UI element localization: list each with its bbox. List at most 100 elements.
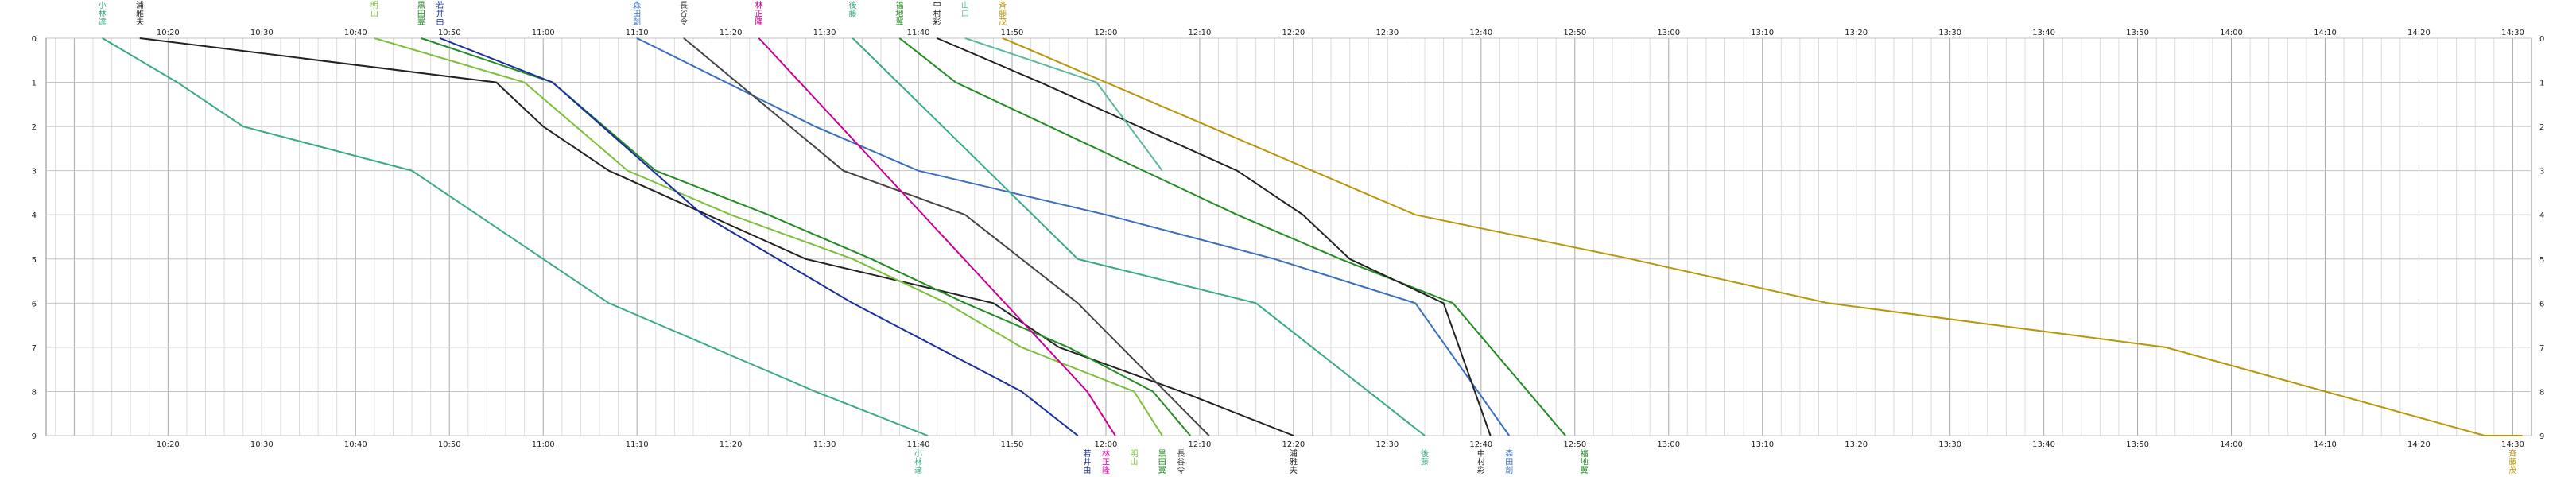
train-label-bottom-char: 後 xyxy=(1421,448,1429,459)
train-label-bottom-char: 谷 xyxy=(1177,458,1185,467)
time-tick-label-bottom: 12:00 xyxy=(1095,440,1118,449)
train-line xyxy=(852,37,1426,436)
train-label-bottom-char: 翼 xyxy=(1158,466,1166,475)
train-label-top-char: 田 xyxy=(633,10,641,19)
station-label-left: 9 xyxy=(32,432,37,441)
series-layer xyxy=(102,37,2523,436)
train-label-top: 福地翼 xyxy=(895,0,903,27)
train-label-top-char: 黒 xyxy=(417,1,425,10)
train-label-bottom-char: 令 xyxy=(1177,465,1185,475)
time-tick-label-top: 12:30 xyxy=(1375,29,1399,37)
station-label-left: 3 xyxy=(32,168,37,176)
time-tick-label-top: 12:40 xyxy=(1469,29,1492,37)
station-label-right: 7 xyxy=(2539,344,2544,353)
time-tick-label-bottom: 13:00 xyxy=(1657,440,1680,449)
time-tick-label-bottom: 13:10 xyxy=(1751,440,1774,449)
station-label-right: 5 xyxy=(2539,256,2544,265)
train-point xyxy=(102,37,103,39)
train-point xyxy=(992,302,995,304)
train-label-bottom-char: 由 xyxy=(1083,465,1091,475)
train-label-bottom-char: 浦 xyxy=(1290,448,1298,459)
time-tick-label-top: 12:50 xyxy=(1563,29,1586,37)
train-point xyxy=(608,302,610,304)
train-label-bottom: 林正隆 xyxy=(1102,448,1110,475)
train-label-top-char: 口 xyxy=(961,10,969,19)
train-label-bottom-char: 小 xyxy=(914,449,922,459)
train-label-top-char: 浦 xyxy=(136,0,144,10)
train-point xyxy=(1255,302,1257,304)
train-point xyxy=(1414,302,1416,304)
station-label-right: 0 xyxy=(2539,35,2544,44)
train-point xyxy=(636,37,638,39)
train-label-top-char: 谷 xyxy=(680,10,688,19)
train-point xyxy=(139,37,141,39)
station-label-right: 1 xyxy=(2539,80,2544,88)
train-label-bottom-char: 正 xyxy=(1102,459,1110,467)
train-point xyxy=(542,126,544,127)
train-label-bottom: 後藤 xyxy=(1421,448,1429,467)
train-point xyxy=(758,37,760,39)
train-label-bottom-char: 明 xyxy=(1130,449,1138,459)
time-tick-label-bottom: 11:00 xyxy=(532,440,555,449)
time-tick-label-bottom: 11:30 xyxy=(813,440,836,449)
train-label-top-char: 田 xyxy=(417,10,425,19)
time-tick-label-top: 13:20 xyxy=(1845,29,1868,37)
train-label-bottom: 中村彩 xyxy=(1477,448,1485,475)
train-point xyxy=(608,170,610,172)
time-tick-label-top: 10:20 xyxy=(157,29,180,37)
station-label-right: 3 xyxy=(2539,168,2544,176)
train-label-top: 後藤 xyxy=(848,0,856,19)
time-tick-label-bottom: 14:30 xyxy=(2501,440,2524,449)
train-label-top-char: 明 xyxy=(370,1,378,10)
train-point xyxy=(495,81,497,83)
train-label-top-char: 隆 xyxy=(755,17,763,27)
time-tick-label-top: 12:10 xyxy=(1189,29,1212,37)
train-label-top-char: 若 xyxy=(436,0,444,10)
train-point xyxy=(524,81,526,83)
train-point xyxy=(1077,302,1079,304)
train-label-bottom: 黒田翼 xyxy=(1158,449,1166,475)
time-tick-label-bottom: 12:20 xyxy=(1282,440,1305,449)
time-tick-label-top: 11:40 xyxy=(907,29,930,37)
station-axis-layer: 0 0 1 1 2 2 3 3 4 4 5 5 6 6 7 7 8 8 9 9 xyxy=(32,35,2545,441)
train-label-top-char: 森 xyxy=(633,0,641,10)
station-label-left: 7 xyxy=(32,344,37,353)
train-label-bottom-char: 福 xyxy=(1581,448,1589,459)
train-label-bottom-char: 若 xyxy=(1083,448,1091,459)
train-point xyxy=(814,126,816,127)
station-label-right: 6 xyxy=(2539,300,2544,308)
train-label-top-char: 後 xyxy=(848,0,856,10)
train-line xyxy=(440,37,1079,436)
train-point xyxy=(1349,258,1351,260)
time-tick-label-top: 13:00 xyxy=(1657,29,1680,37)
train-label-top-char: 藤 xyxy=(848,10,856,19)
train-label-bottom-char: 彩 xyxy=(1477,466,1485,475)
train-label-top-char: 彩 xyxy=(933,17,941,27)
train-point xyxy=(1424,435,1426,436)
train-point xyxy=(1189,435,1191,436)
train-label-top: 林正隆 xyxy=(755,0,763,27)
train-point xyxy=(1152,390,1154,393)
train-label-top-char: 藤 xyxy=(999,10,1007,19)
train-point xyxy=(1827,302,1829,304)
train-point xyxy=(542,258,544,260)
time-tick-label-bottom: 10:20 xyxy=(157,440,180,449)
train-label-top-char: 茂 xyxy=(999,17,1007,27)
time-tick-label-top: 11:00 xyxy=(532,29,555,37)
train-label-bottom-char: 夫 xyxy=(1290,466,1298,475)
train-label-layer: 小林達浦雅夫明山黒田翼若井由森田創長谷令林正隆後藤福地翼中村彩山口斉藤茂小林達若… xyxy=(99,0,2517,475)
train-point xyxy=(1208,435,1210,436)
time-tick-label-bottom: 11:10 xyxy=(626,440,649,449)
station-label-left: 5 xyxy=(32,256,37,265)
time-tick-layer: 10:20 10:20 10:30 10:30 10:40 10:40 10:50 10:50… xyxy=(157,29,2524,449)
time-tick-label-top: 11:20 xyxy=(720,29,743,37)
train-label-top-char: 村 xyxy=(933,9,941,19)
station-label-right: 4 xyxy=(2539,211,2544,220)
time-tick-label-top: 13:50 xyxy=(2126,29,2149,37)
station-label-left: 2 xyxy=(32,123,37,132)
train-label-top: 小林達 xyxy=(99,1,107,27)
train-point xyxy=(2521,435,2523,436)
time-tick-label-top: 14:20 xyxy=(2407,29,2431,37)
train-point xyxy=(814,390,816,393)
